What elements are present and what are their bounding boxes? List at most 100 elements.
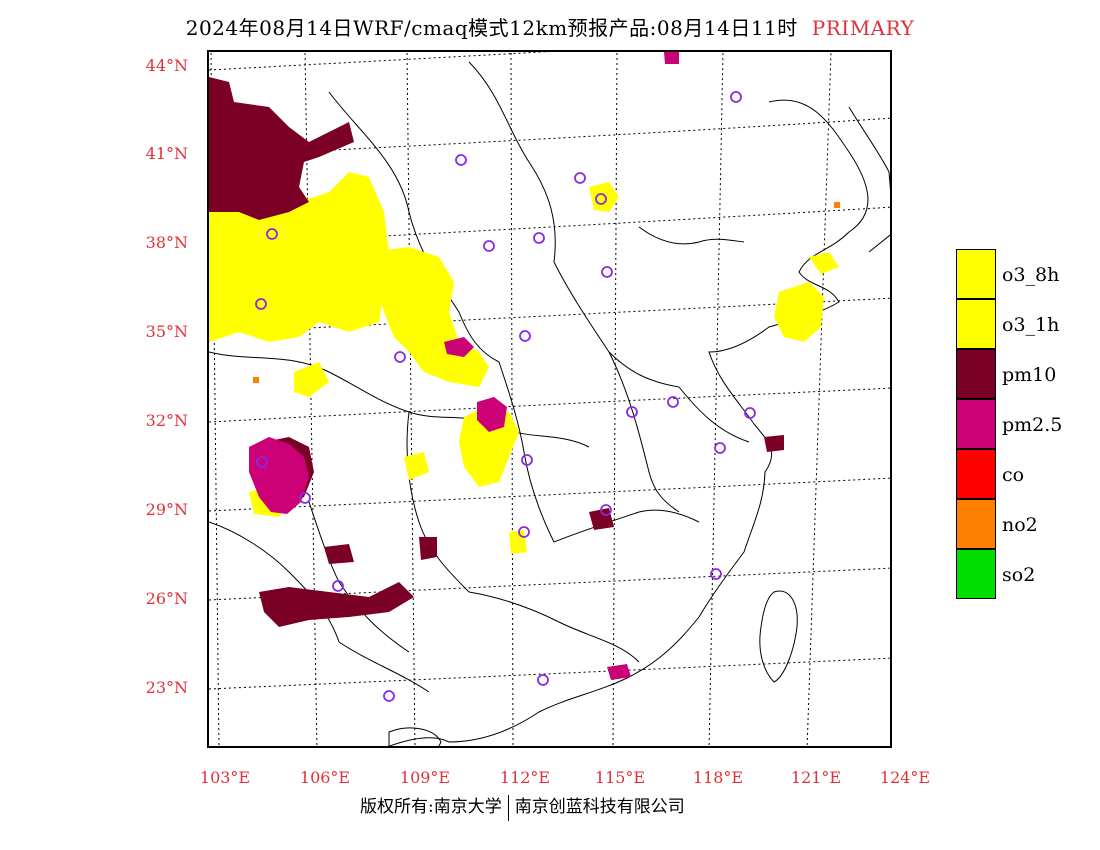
lat-label-29n: 29°N — [145, 500, 188, 519]
no2-areas — [253, 202, 840, 383]
o3-area-shandong-east — [774, 282, 824, 342]
station-markers — [255, 91, 756, 702]
lon-label-106e: 106°E — [299, 768, 351, 787]
map-title: 2024年08月14日WRF/cmaq模式12km预报产品:08月14日11时 P… — [0, 12, 1100, 41]
pm25-area-north-coast — [664, 52, 679, 64]
pm25-area-shanxi — [444, 337, 474, 357]
pm10-area-guizhou-east — [324, 544, 354, 564]
station-marker — [394, 351, 406, 363]
lat-label-26n: 26°N — [145, 589, 188, 608]
station-marker — [519, 330, 531, 342]
footer-divider — [507, 794, 509, 821]
province-line-6 — [498, 361, 555, 543]
copyright-right: 南京创蓝科技有限公司 — [514, 797, 685, 817]
lon-label-112e: 112°E — [499, 768, 551, 787]
station-marker — [667, 396, 679, 408]
legend-swatch-pm25 — [956, 399, 996, 449]
station-marker — [600, 504, 612, 516]
o3-area-ne-coast — [809, 252, 839, 274]
meridian-115e — [612, 52, 618, 746]
lat-label-23n: 23°N — [145, 678, 188, 697]
lat-label-44n: 44°N — [145, 56, 188, 75]
station-marker — [744, 407, 756, 419]
station-marker — [383, 690, 395, 702]
o3-area-beijing — [589, 182, 619, 212]
map-canvas — [209, 52, 890, 746]
legend-label-o3-1h: o3_1h — [1002, 314, 1060, 336]
hainan — [388, 727, 442, 746]
station-marker — [255, 298, 267, 310]
province-line-11 — [608, 351, 680, 513]
pm10-area-north — [209, 77, 354, 220]
no2-point-1 — [253, 377, 259, 383]
pm10-area-guangxi — [259, 582, 414, 627]
lon-label-109e: 109°E — [399, 768, 451, 787]
lat-label-35n: 35°N — [145, 322, 188, 341]
lon-label-118e: 118°E — [692, 768, 744, 787]
pm10-areas — [209, 77, 784, 627]
station-marker — [521, 454, 533, 466]
legend-swatch-no2 — [956, 499, 996, 549]
map-area[interactable] — [207, 50, 892, 748]
coastline — [388, 99, 869, 746]
parallel-23n — [209, 657, 890, 690]
lon-label-115e: 115°E — [594, 768, 646, 787]
meridian-109e — [406, 52, 416, 746]
meridian-112e — [510, 52, 514, 746]
legend-swatch-co — [956, 449, 996, 499]
korea — [848, 106, 890, 253]
province-line-7 — [406, 411, 470, 593]
legend-label-co: co — [1002, 464, 1025, 486]
legend-label-pm10: pm10 — [1002, 364, 1057, 386]
o3-area-sichuan-north — [294, 362, 329, 397]
station-marker — [710, 568, 722, 580]
legend-label-pm25: pm2.5 — [1002, 414, 1063, 436]
legend-swatch-o3-8h — [956, 249, 996, 299]
pm25-areas — [249, 52, 679, 680]
legend-label-so2: so2 — [1002, 564, 1036, 586]
legend-swatch-so2 — [956, 549, 996, 599]
station-marker — [256, 456, 268, 468]
lon-label-121e: 121°E — [790, 768, 842, 787]
station-marker — [455, 154, 467, 166]
parallel-41n — [209, 117, 890, 157]
station-marker — [332, 580, 344, 592]
province-line-4 — [468, 61, 556, 263]
parallel-38n — [209, 206, 890, 246]
parallel-29n — [209, 477, 890, 512]
bohai-coast — [638, 226, 745, 245]
province-line-5 — [553, 261, 680, 388]
parallel-26n — [209, 567, 890, 601]
o3-area-henan — [404, 452, 429, 480]
province-line-8 — [553, 509, 700, 543]
title-text: 2024年08月14日WRF/cmaq模式12km预报产品:08月14日11时 — [185, 16, 798, 40]
meridian-106e — [304, 52, 318, 746]
station-marker — [574, 172, 586, 184]
parallel-32n — [209, 387, 890, 423]
legend-label-no2: no2 — [1002, 514, 1038, 536]
province-line-13 — [678, 386, 750, 443]
copyright-footer: 版权所有:南京大学 南京创蓝科技有限公司 — [360, 792, 685, 821]
province-line-12 — [209, 521, 340, 643]
province-line-10 — [308, 501, 410, 653]
province-line-9 — [468, 591, 640, 663]
pm25-area-hubei — [477, 397, 507, 432]
o3-area-shaanxi — [369, 247, 489, 387]
parallel-44n — [209, 52, 551, 71]
station-marker — [266, 228, 278, 240]
copyright-left: 版权所有:南京大学 — [360, 797, 502, 817]
legend-swatch-o3-1h — [956, 299, 996, 349]
no2-point-2 — [834, 202, 840, 208]
station-marker — [483, 240, 495, 252]
station-marker — [518, 526, 530, 538]
station-marker — [601, 266, 613, 278]
province-line-1 — [209, 351, 410, 413]
title-tag: PRIMARY — [811, 16, 915, 40]
station-marker — [533, 232, 545, 244]
station-marker — [299, 492, 311, 504]
province-line-14 — [338, 641, 430, 693]
station-marker — [537, 674, 549, 686]
meridian-121e — [806, 52, 832, 746]
station-marker — [730, 91, 742, 103]
lon-label-124e: 124°E — [879, 768, 931, 787]
